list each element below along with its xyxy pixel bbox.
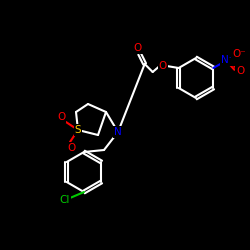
Text: S: S [75, 125, 81, 135]
Text: O⁻: O⁻ [232, 49, 246, 59]
Text: O: O [68, 143, 76, 153]
Text: O: O [134, 43, 142, 53]
Text: Cl: Cl [60, 195, 70, 205]
Text: N: N [114, 127, 122, 137]
Text: O: O [57, 112, 65, 122]
Text: N⁺: N⁺ [221, 55, 234, 65]
Text: O: O [236, 66, 244, 76]
Text: O: O [158, 61, 167, 71]
